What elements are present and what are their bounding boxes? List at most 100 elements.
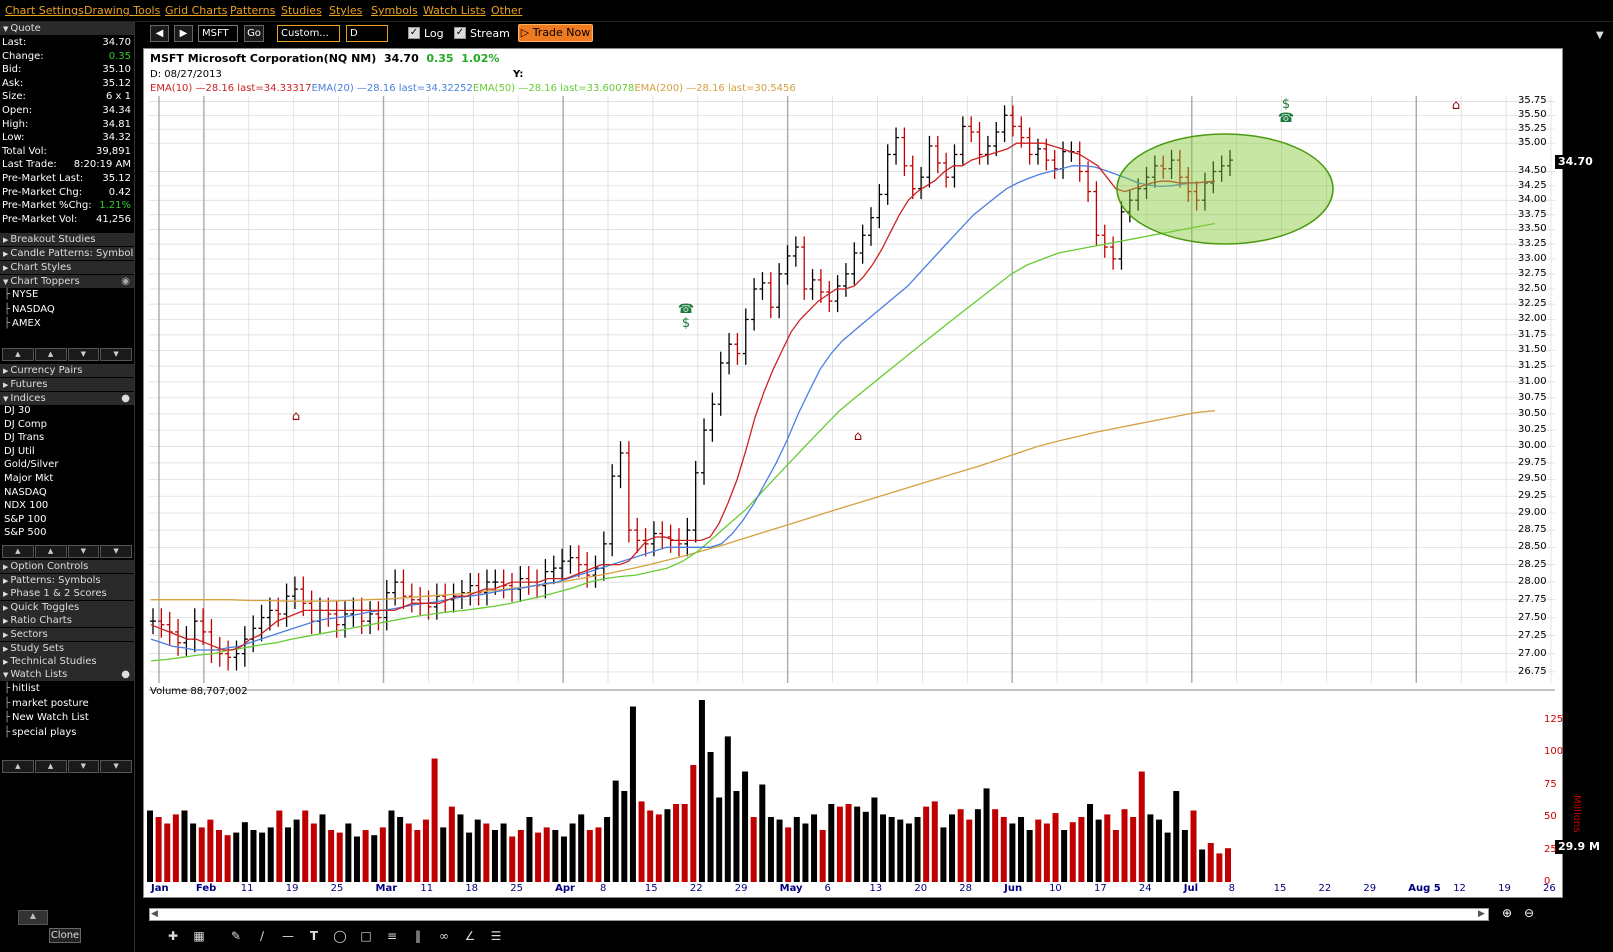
quote-row: High: 34.81	[0, 118, 133, 132]
section-breakout-studies[interactable]: ▶ Breakout Studies	[0, 233, 134, 246]
ellipse-icon[interactable]: ◯	[333, 929, 347, 943]
section-candle-patterns[interactable]: ▶ Candle Patterns: Symbols	[0, 247, 134, 260]
sidebar-item-index[interactable]: DJ 30	[4, 405, 31, 416]
menu-item[interactable]: Studies	[281, 4, 322, 17]
sidebar-section[interactable]: ▶ Sectors	[0, 628, 134, 641]
watch-list-item[interactable]: ├ market posture	[4, 698, 89, 709]
scroll-left-icon[interactable]: ◀	[151, 909, 158, 919]
sidebar-item-index[interactable]: DJ Trans	[4, 432, 45, 444]
volume-tick-label: 125	[1544, 713, 1564, 725]
spiral-icon[interactable]: ∞	[439, 929, 449, 943]
millions-label: Millions	[1571, 795, 1582, 833]
menu-item[interactable]: Watch Lists	[423, 4, 486, 17]
sidebar-item-index[interactable]: NDX 100	[4, 500, 49, 512]
move-up-button[interactable]: ▲	[2, 760, 34, 773]
move-down-button[interactable]: ▼	[67, 348, 100, 361]
move-up-button[interactable]: ▲	[2, 348, 34, 361]
sidebar-section[interactable]: ▶ Quick Toggles	[0, 600, 134, 614]
parallel-lines-icon[interactable]: ∕	[259, 929, 265, 943]
horizontal-scrollbar[interactable]	[149, 908, 1489, 921]
sidebar-item-index[interactable]: NASDAQ	[4, 486, 47, 498]
custom-select[interactable]: Custom...	[277, 25, 340, 42]
sidebar-section[interactable]: ▶ Ratio Charts	[0, 614, 134, 628]
menu-item[interactable]: Symbols	[371, 4, 418, 17]
sidebar-button-row: ▲ ▲ ▼ ▼	[2, 348, 132, 361]
quote-row-value: 0.35	[108, 50, 131, 62]
expand-triangle-icon: ▶	[3, 617, 9, 626]
forward-arrow-icon[interactable]: ▶	[174, 25, 193, 42]
quote-row-value: 34.70	[102, 37, 131, 48]
pencil-icon[interactable]: ✎	[230, 929, 242, 943]
menu-item[interactable]: Grid Charts	[165, 4, 228, 17]
menu-item[interactable]: Patterns	[230, 4, 276, 17]
sidebar-section[interactable]: ▶ Patterns: Symbols	[0, 573, 134, 587]
sidebar-item-topper[interactable]: ├ NASDAQ	[4, 304, 55, 315]
stream-checkbox[interactable]: ✓	[454, 27, 466, 39]
sidebar-section[interactable]: ▶ Option Controls	[0, 560, 134, 573]
sidebar-section[interactable]: ▶ Phase 1 & 2 Scores	[0, 587, 134, 601]
sidebar-item-index[interactable]: Major Mkt	[4, 473, 54, 484]
move-bottom-button[interactable]: ▼	[100, 545, 132, 558]
period-select[interactable]: D	[346, 25, 388, 42]
trade-now-button[interactable]: ▷ Trade Now	[518, 24, 593, 42]
sidebar-item-topper[interactable]: ├ AMEX	[4, 318, 41, 329]
move-top-button[interactable]: ▲	[34, 760, 67, 773]
move-bottom-button[interactable]: ▼	[100, 348, 132, 361]
go-button[interactable]: Go	[244, 25, 264, 42]
date-readout: D: 08/27/2013	[150, 69, 222, 80]
watch-list-item[interactable]: ├ New Watch List	[4, 712, 89, 723]
log-checkbox[interactable]: ✓	[408, 27, 420, 39]
move-down-button[interactable]: ▼	[67, 760, 100, 773]
move-bottom-button[interactable]: ▼	[100, 760, 132, 773]
section-indices[interactable]: ▼ Indices ●	[0, 392, 134, 405]
collapse-sidebar-icon[interactable]: ▲	[18, 910, 48, 925]
sidebar-item-index[interactable]: DJ Util	[4, 445, 35, 457]
rectangle-icon[interactable]: □	[360, 929, 372, 943]
sidebar-section[interactable]: ▶ Technical Studies	[0, 655, 134, 669]
menu-item[interactable]: Drawing Tools	[84, 4, 161, 17]
collapse-toolbar-icon[interactable]: ▼	[1596, 30, 1604, 41]
horizontal-line-icon[interactable]: —	[282, 929, 294, 943]
price-tick-label: 27.50	[1518, 611, 1547, 623]
watch-list-item[interactable]: ├ special plays	[4, 727, 76, 738]
move-up-button[interactable]: ▲	[2, 545, 34, 558]
back-arrow-icon[interactable]: ◀	[150, 25, 169, 42]
sidebar-section[interactable]: ▶ Study Sets	[0, 641, 134, 655]
list-icon[interactable]: ☰	[490, 929, 502, 943]
cycle-lines-icon[interactable]: ‖	[415, 929, 421, 943]
zoom-out-icon[interactable]: ⊖	[1523, 906, 1535, 920]
sidebar-item-topper[interactable]: ├ NYSE	[4, 289, 38, 300]
section-chart-toppers[interactable]: ▼ Chart Toppers ◉	[0, 275, 134, 288]
scroll-right-icon[interactable]: ▶	[1478, 909, 1485, 919]
section-currency-pairs[interactable]: ▶ Currency Pairs	[0, 364, 134, 377]
clone-button[interactable]: Clone	[49, 928, 81, 943]
menu-item[interactable]: Chart Settings	[5, 4, 84, 17]
price-tick-label: 33.00	[1518, 252, 1547, 264]
crosshair-icon[interactable]: ✚	[167, 929, 179, 943]
ema10-legend: EMA(10) —28.16 last=34.33317	[150, 83, 312, 94]
chart-area[interactable]	[143, 48, 1563, 898]
section-chart-styles[interactable]: ▶ Chart Styles	[0, 261, 134, 274]
menu-item[interactable]: Other	[491, 4, 523, 17]
settings-circle-icon[interactable]: ◉	[121, 276, 130, 287]
grid-icon[interactable]: ▦	[193, 929, 205, 943]
sidebar-item-index[interactable]: Gold/Silver	[4, 459, 59, 471]
sidebar-item-index[interactable]: DJ Comp	[4, 418, 48, 430]
section-watch-lists[interactable]: ▼ Watch Lists ●	[0, 668, 134, 681]
menu-item[interactable]: Styles	[329, 4, 363, 17]
move-top-button[interactable]: ▲	[34, 545, 67, 558]
symbol-input[interactable]: MSFT	[198, 25, 238, 42]
quote-header[interactable]: ▼ Quote	[0, 22, 134, 35]
text-tool-icon[interactable]: T	[309, 929, 319, 943]
move-top-button[interactable]: ▲	[34, 348, 67, 361]
move-down-button[interactable]: ▼	[67, 545, 100, 558]
watch-list-item[interactable]: ├ hitlist	[4, 683, 40, 694]
quote-row-label: Change:	[2, 50, 44, 62]
section-futures[interactable]: ▶ Futures	[0, 378, 134, 391]
fan-lines-icon[interactable]: ∠	[464, 929, 476, 943]
sidebar-item-index[interactable]: S&P 500	[4, 527, 47, 539]
zoom-in-icon[interactable]: ⊕	[1501, 906, 1513, 920]
sidebar-item-index[interactable]: S&P 100	[4, 513, 47, 525]
log-label: Log	[424, 27, 444, 40]
fib-levels-icon[interactable]: ≡	[386, 929, 398, 943]
